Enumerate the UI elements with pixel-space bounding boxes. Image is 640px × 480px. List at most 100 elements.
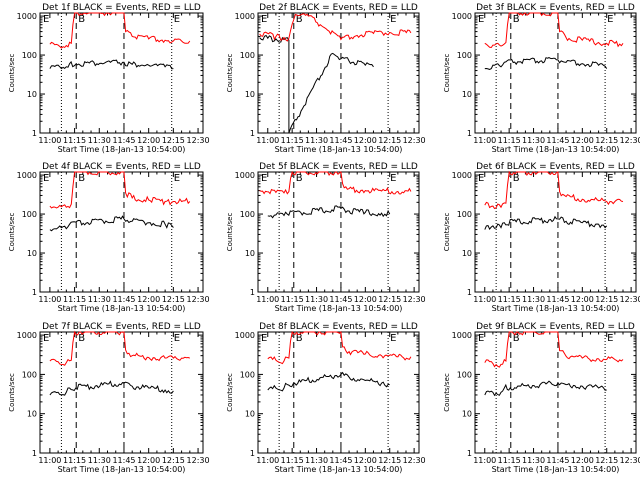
x-tick-label: 11:45 xyxy=(546,295,569,304)
x-tick-label: 12:30 xyxy=(620,136,640,145)
lld-series-line xyxy=(49,330,190,366)
x-tick-label: 11:00 xyxy=(473,295,496,304)
x-tick-label: 11:30 xyxy=(305,295,328,304)
marker-label: E xyxy=(478,173,484,184)
x-tick-label: 11:15 xyxy=(281,136,304,145)
y-tick-label: 1 xyxy=(32,129,37,138)
y-tick-label: 1000 xyxy=(17,12,37,21)
events-series-line xyxy=(484,380,607,397)
panel-title: Det 2f BLACK = Events, RED = LLD xyxy=(259,3,418,13)
panel-det-5: Det 5f BLACK = Events, RED = LLD 1 10 100 10… xyxy=(226,162,426,313)
x-tick-label: 12:00 xyxy=(354,295,377,304)
x-tick-label: 12:30 xyxy=(620,456,640,465)
x-tick-label: 12:15 xyxy=(378,136,401,145)
lld-series-line xyxy=(49,12,191,49)
y-tick-label: 10 xyxy=(27,90,37,99)
x-axis-label: Start Time (18-Jan-13 10:54:00) xyxy=(275,145,403,154)
marker-label: B xyxy=(296,14,303,25)
x-tick-label: 11:00 xyxy=(473,456,496,465)
marker-label: B xyxy=(78,14,85,25)
x-tick-label: 11:00 xyxy=(256,456,279,465)
lld-series-line xyxy=(49,171,191,209)
marker-label: B xyxy=(513,173,520,184)
x-axis-label: Start Time (18-Jan-13 10:54:00) xyxy=(275,304,403,313)
lld-series-line xyxy=(259,170,412,195)
y-tick-label: 100 xyxy=(240,370,255,379)
panel-det-3: Det 3f BLACK = Events, RED = LLD 1 10 100 10… xyxy=(443,3,640,154)
panel-det-7: Det 7f BLACK = Events, RED = LLD 1 10 100 10… xyxy=(8,322,210,474)
y-tick-label: 10 xyxy=(27,249,37,258)
marker-label: E xyxy=(174,14,180,25)
x-tick-label: 11:30 xyxy=(522,136,545,145)
y-tick-label: 1 xyxy=(467,449,472,458)
x-tick-label: 11:45 xyxy=(112,295,135,304)
panel-title: Det 9f BLACK = Events, RED = LLD xyxy=(476,322,635,332)
y-tick-label: 100 xyxy=(457,210,472,219)
marker-label: E xyxy=(607,173,613,184)
x-axis-label: Start Time (18-Jan-13 10:54:00) xyxy=(492,304,620,313)
x-tick-label: 11:15 xyxy=(63,295,86,304)
marker-label: E xyxy=(261,14,267,25)
marker-label: B xyxy=(513,333,520,344)
x-tick-label: 12:15 xyxy=(378,295,401,304)
x-tick-label: 12:00 xyxy=(137,456,160,465)
x-tick-label: 12:15 xyxy=(162,456,185,465)
x-tick-label: 11:30 xyxy=(522,456,545,465)
y-axis-label: Counts/sec xyxy=(8,373,16,412)
x-tick-label: 11:45 xyxy=(329,456,352,465)
marker-label: E xyxy=(174,333,180,344)
marker-label: E xyxy=(261,173,267,184)
x-tick-label: 12:30 xyxy=(187,456,210,465)
x-tick-label: 11:00 xyxy=(473,136,496,145)
x-tick-label: 11:45 xyxy=(329,136,352,145)
axes-frame xyxy=(474,171,637,293)
y-tick-label: 1 xyxy=(32,288,37,297)
events-series-line xyxy=(49,59,174,70)
x-tick-label: 12:00 xyxy=(571,456,594,465)
panel-det-8: Det 8f BLACK = Events, RED = LLD 1 10 100 10… xyxy=(226,322,426,474)
x-tick-label: 11:45 xyxy=(546,136,569,145)
panel-det-6: Det 6f BLACK = Events, RED = LLD 1 10 100 10… xyxy=(443,162,640,313)
x-tick-label: 12:30 xyxy=(403,295,426,304)
x-tick-label: 11:00 xyxy=(256,136,279,145)
x-tick-label: 11:15 xyxy=(63,456,86,465)
panel-title: Det 7f BLACK = Events, RED = LLD xyxy=(42,322,201,332)
x-tick-label: 11:15 xyxy=(281,456,304,465)
marker-label: E xyxy=(607,333,613,344)
x-axis-label: Start Time (18-Jan-13 10:54:00) xyxy=(58,304,186,313)
axes-frame xyxy=(257,331,420,454)
panel-title: Det 4f BLACK = Events, RED = LLD xyxy=(42,162,201,172)
events-series-line xyxy=(484,215,608,231)
y-tick-label: 100 xyxy=(22,370,37,379)
events-series-line xyxy=(267,205,391,219)
x-tick-label: 11:00 xyxy=(38,295,61,304)
axes-frame xyxy=(257,12,420,134)
marker-label: E xyxy=(43,14,49,25)
y-tick-label: 100 xyxy=(22,210,37,219)
y-tick-label: 10 xyxy=(245,249,255,258)
x-tick-label: 12:00 xyxy=(571,295,594,304)
y-tick-label: 1000 xyxy=(235,171,255,180)
y-axis-label: Counts/sec xyxy=(443,54,451,93)
y-tick-label: 1 xyxy=(32,449,37,458)
y-tick-label: 100 xyxy=(240,210,255,219)
events-series-line xyxy=(267,371,390,392)
x-tick-label: 11:15 xyxy=(281,295,304,304)
y-tick-label: 1000 xyxy=(452,171,472,180)
marker-label: E xyxy=(478,333,484,344)
y-tick-label: 10 xyxy=(462,410,472,419)
marker-label: B xyxy=(296,173,303,184)
panel-det-2: Det 2f BLACK = Events, RED = LLD 1 10 100 10… xyxy=(226,3,426,154)
y-tick-label: 10 xyxy=(27,410,37,419)
marker-label: B xyxy=(296,333,303,344)
x-tick-label: 11:30 xyxy=(305,456,328,465)
lld-series-line xyxy=(484,170,624,210)
x-tick-label: 12:00 xyxy=(137,295,160,304)
y-axis-label: Counts/sec xyxy=(226,54,234,93)
x-tick-label: 12:30 xyxy=(620,295,640,304)
x-tick-label: 11:00 xyxy=(38,136,61,145)
x-tick-label: 11:30 xyxy=(522,295,545,304)
axes-frame xyxy=(257,171,420,293)
lld-series-line xyxy=(484,331,624,368)
y-tick-label: 1000 xyxy=(17,331,37,340)
